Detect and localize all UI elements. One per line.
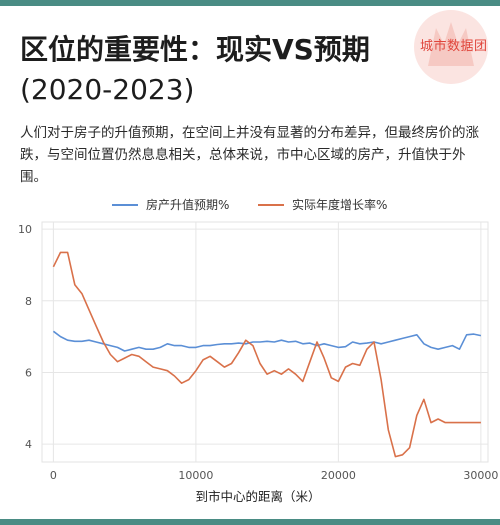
series-line-2 — [52, 251, 481, 458]
title-line-1: 区位的重要性：现实VS预期 — [20, 33, 370, 66]
y-tick-label: 6 — [25, 366, 32, 379]
description-text: 人们对于房子的升值预期，在空间上并没有显著的分布差异，但最终房价的涨跌，与空间位… — [20, 125, 479, 185]
series-line-1 — [52, 330, 482, 352]
y-tick-label: 10 — [18, 223, 32, 236]
bottom-accent-bar — [0, 519, 500, 525]
page-title: 区位的重要性：现实VS预期 (2020-2023) — [20, 30, 420, 110]
watermark-text: 城市数据团 — [420, 39, 488, 54]
legend-label: 实际年度增长率% — [292, 197, 387, 212]
legend-label: 房产升值预期% — [146, 197, 229, 212]
y-tick-label: 8 — [25, 295, 32, 308]
top-accent-bar — [0, 0, 500, 6]
title-line-2: (2020-2023) — [20, 73, 195, 106]
x-tick-label: 10000 — [178, 469, 213, 482]
x-tick-label: 0 — [50, 469, 57, 482]
plot-frame — [41, 221, 489, 463]
x-tick-label: 30000 — [463, 469, 498, 482]
y-tick-label: 4 — [25, 438, 32, 451]
chart-legend: 房产升值预期% 实际年度增长率% — [112, 197, 387, 212]
chart-series — [52, 251, 482, 458]
line-chart: 房产升值预期% 实际年度增长率% 4 6 8 10 0 10000 20000 30000 到… — [18, 197, 498, 504]
x-axis-label: 到市中心的距离（米） — [195, 489, 320, 504]
y-axis-ticks: 4 6 8 10 — [18, 223, 32, 451]
x-tick-label: 20000 — [321, 469, 356, 482]
watermark-logo-icon — [414, 10, 488, 84]
x-axis-ticks: 0 10000 20000 30000 — [50, 469, 498, 482]
